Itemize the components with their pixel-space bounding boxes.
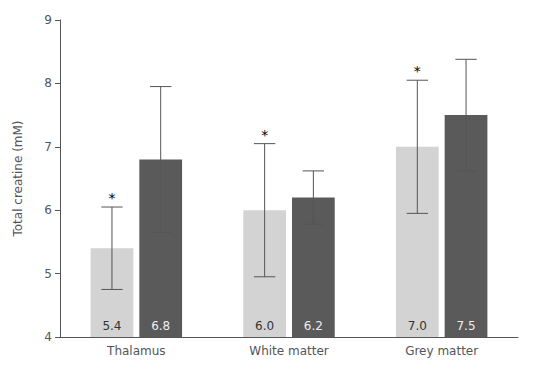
svg-text:Total creatine (mM): Total creatine (mM) [11, 120, 25, 237]
svg-text:7.0: 7.0 [408, 319, 427, 333]
svg-text:5.4: 5.4 [102, 319, 121, 333]
svg-text:*: * [261, 127, 268, 143]
svg-text:7.5: 7.5 [456, 319, 475, 333]
svg-text:6.2: 6.2 [304, 319, 323, 333]
svg-text:9: 9 [44, 13, 52, 27]
svg-text:4: 4 [44, 330, 52, 344]
svg-text:7: 7 [44, 140, 52, 154]
svg-text:Thalamus: Thalamus [106, 344, 166, 358]
svg-text:*: * [414, 63, 421, 79]
svg-text:5: 5 [44, 267, 52, 281]
svg-text:Grey matter: Grey matter [405, 344, 478, 358]
svg-text:6.0: 6.0 [255, 319, 274, 333]
svg-text:8: 8 [44, 76, 52, 90]
svg-text:White matter: White matter [249, 344, 329, 358]
svg-text:6.8: 6.8 [151, 319, 170, 333]
svg-text:*: * [108, 190, 115, 206]
svg-text:6: 6 [44, 203, 52, 217]
